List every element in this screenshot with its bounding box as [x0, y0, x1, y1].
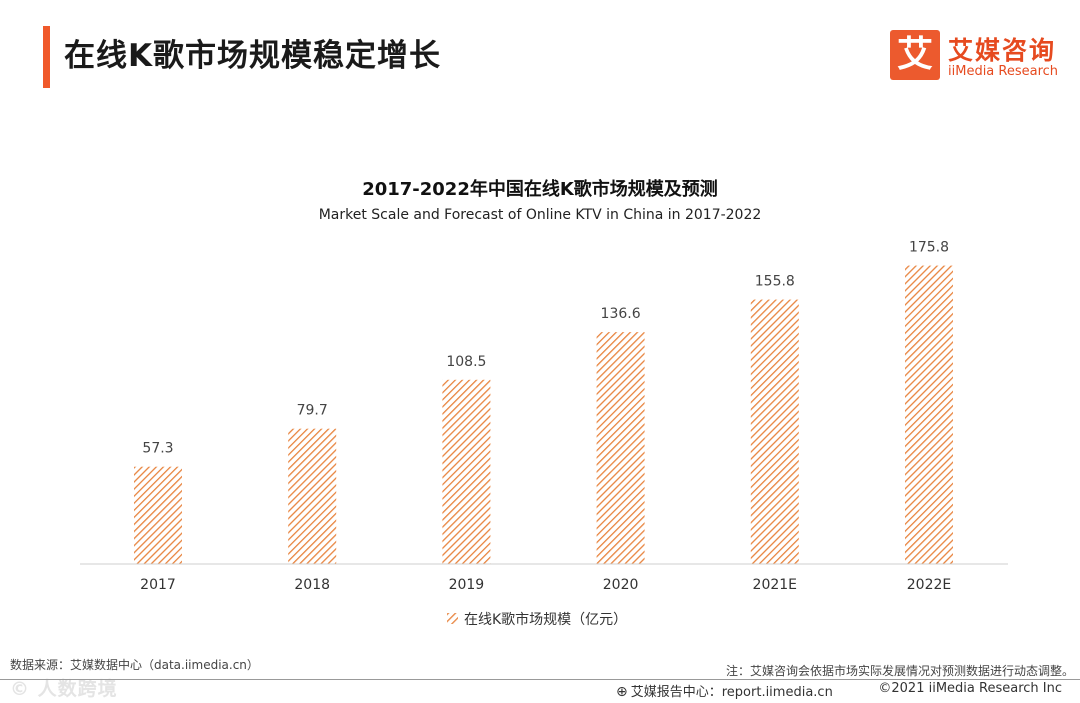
logo-name-en: iiMedia Research: [948, 64, 1059, 79]
value-label-2017: 57.3: [142, 441, 173, 457]
bar-2017: [134, 466, 182, 564]
legend-swatch: [447, 613, 458, 624]
x-tick-label-2022E: 2022E: [907, 577, 951, 593]
logo-mark: 艾: [890, 30, 940, 80]
title-accent-bar: [43, 26, 50, 88]
iimedia-logo: 艾 艾媒咨询 iiMedia Research: [890, 30, 1070, 84]
bar-2022E: [905, 265, 953, 564]
bar-2020: [596, 332, 645, 564]
logo-name-cn: 艾媒咨询: [948, 36, 1057, 65]
chart-title: 2017-2022年中国在线K歌市场规模及预测: [362, 179, 718, 200]
bar-2018: [288, 428, 337, 564]
x-tick-label-2017: 2017: [140, 577, 176, 593]
bar-2019: [442, 379, 491, 564]
watermark: © 人数跨境: [10, 678, 118, 700]
legend-label: 在线K歌市场规模（亿元）: [464, 611, 627, 628]
chart-subtitle: Market Scale and Forecast of Online KTV …: [318, 207, 762, 223]
bar-2021E: [750, 299, 799, 564]
data-source: 数据来源：艾媒数据中心（data.iimedia.cn）: [10, 658, 259, 672]
x-tick-label-2018: 2018: [294, 577, 330, 593]
x-tick-label-2019: 2019: [449, 577, 485, 593]
report-center-text: 艾媒报告中心：report.iimedia.cn: [630, 685, 833, 700]
value-label-2022E: 175.8: [909, 240, 949, 256]
page-title: 在线K歌市场规模稳定增长: [64, 38, 442, 74]
globe-icon: ⊕: [616, 684, 628, 700]
forecast-note: 注：艾媒咨询会依据市场实际发展情况对预测数据进行动态调整。: [725, 664, 1074, 678]
copyright: ©2021 iiMedia Research Inc: [878, 681, 1062, 696]
report-center-link[interactable]: ⊕ 艾媒报告中心：report.iimedia.cn: [616, 681, 833, 700]
value-label-2021E: 155.8: [755, 274, 795, 290]
value-label-2019: 108.5: [446, 354, 486, 370]
value-label-2020: 136.6: [601, 306, 641, 322]
x-tick-label-2021E: 2021E: [753, 577, 797, 593]
value-label-2018: 79.7: [297, 403, 328, 419]
footer-divider: [0, 679, 1080, 680]
x-tick-label-2020: 2020: [603, 577, 639, 593]
